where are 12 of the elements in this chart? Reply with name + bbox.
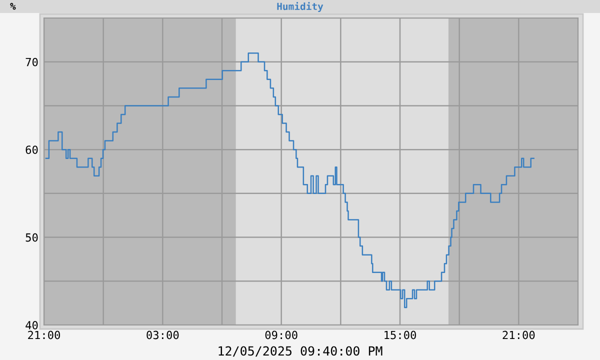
y-axis-title: %	[10, 2, 16, 10]
x-tick-label: 15:00	[384, 330, 416, 340]
y-tick-label: 50	[26, 233, 38, 242]
x-tick-label: 21:00	[28, 330, 60, 340]
x-tick-label: 21:00	[502, 330, 535, 340]
x-tick-label: 03:00	[146, 330, 179, 340]
chart-title: Humidity	[277, 2, 324, 12]
y-tick-label: 70	[26, 58, 38, 66]
y-tick-label: 40	[26, 321, 38, 330]
y-tick-label: 60	[26, 146, 38, 154]
x-axis-title: 12/05/2025 09:40:00 PM	[218, 346, 382, 357]
x-tick-label: 09:00	[265, 330, 298, 340]
